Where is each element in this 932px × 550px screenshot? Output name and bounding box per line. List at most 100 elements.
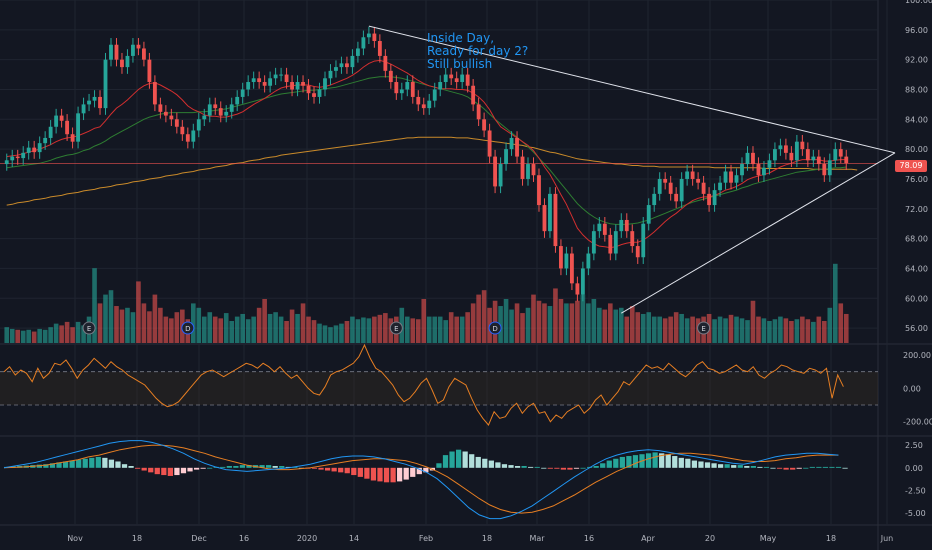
volume-bar: [608, 303, 613, 343]
x-tick-label: 16: [584, 534, 594, 543]
candle-body: [141, 48, 146, 60]
candle-body: [449, 74, 454, 79]
volume-bar: [536, 300, 542, 343]
volume-bar: [59, 325, 64, 343]
macd-histogram-bar: [102, 457, 108, 468]
volume-bar: [778, 316, 783, 343]
macd-histogram-bar: [148, 467, 154, 473]
macd-histogram-bar: [455, 449, 462, 468]
macd-histogram-bar: [403, 467, 409, 480]
candle-body: [476, 104, 481, 120]
candle-body: [312, 93, 316, 97]
volume-bar: [404, 316, 410, 343]
candle-body: [509, 137, 514, 150]
volume-bar: [53, 323, 59, 343]
volume-bar: [437, 316, 443, 343]
volume-bar: [410, 318, 416, 343]
annotation-line-1: Inside Day,: [427, 31, 495, 45]
macd-histogram-bar: [469, 454, 475, 468]
macd-histogram-bar: [89, 457, 95, 468]
candle-body: [504, 149, 508, 165]
macd-histogram-bar: [246, 465, 252, 468]
macd-histogram-bar: [324, 467, 331, 471]
y-tick-label: 56.00: [905, 324, 928, 333]
macd-histogram-bar: [357, 467, 363, 477]
volume-bar: [114, 306, 119, 343]
macd-histogram-bar: [318, 467, 324, 470]
volume-bar: [717, 316, 723, 343]
macd-tick-label: -5.00: [905, 509, 926, 518]
volume-bar: [70, 327, 75, 343]
macd-histogram-bar: [390, 467, 396, 483]
candle-body: [43, 137, 48, 144]
macd-histogram-bar: [285, 466, 291, 468]
candle-body: [32, 147, 37, 153]
candle-body: [526, 164, 530, 179]
cci-line: [3, 343, 844, 426]
macd-histogram-bar: [383, 467, 390, 483]
candle-body: [805, 149, 810, 161]
macd-histogram-bar: [790, 467, 796, 470]
macd-histogram-bar: [233, 466, 239, 468]
volume-bar: [520, 313, 525, 343]
macd-histogram-bar: [816, 466, 822, 468]
candle-body: [350, 55, 355, 68]
volume-bar: [201, 316, 207, 343]
candle-body: [54, 115, 59, 127]
volume-bar: [624, 316, 630, 343]
volume-bar: [832, 263, 838, 343]
chart-annotation[interactable]: Inside Day, Ready for day 2? Still bulli…: [427, 32, 528, 71]
macd-histogram-bar: [351, 467, 357, 476]
macd-histogram-bar: [731, 465, 737, 468]
annotation-line-2: Ready for day 2?: [427, 44, 529, 58]
trendline-support: [621, 152, 896, 314]
candle-body: [213, 104, 218, 109]
candle-body: [410, 82, 415, 97]
candle-body: [580, 268, 585, 295]
candle-body: [591, 231, 596, 254]
candle-body: [147, 59, 152, 83]
volume-bar: [591, 299, 597, 343]
candle-body: [48, 126, 53, 138]
volume-bar: [739, 318, 745, 343]
macd-histogram-bar: [397, 467, 403, 482]
volume-bar: [207, 312, 213, 343]
volume-bar: [476, 294, 481, 343]
candle-body: [668, 182, 673, 194]
candle-body: [163, 111, 168, 116]
candle-body: [240, 89, 245, 97]
volume-bar: [465, 312, 470, 343]
volume-bar: [454, 316, 459, 343]
volume-bar: [9, 328, 15, 343]
candle-body: [268, 78, 273, 86]
volume-bar: [509, 309, 514, 343]
macd-histogram-bar: [475, 456, 481, 468]
macd-histogram-bar: [580, 467, 586, 469]
candle-body: [15, 156, 20, 159]
volume-bar: [657, 316, 663, 343]
volume-bar: [728, 314, 734, 343]
candle-body: [383, 55, 388, 71]
candle-body: [685, 171, 690, 179]
volume-bar: [635, 312, 641, 343]
candle-body: [498, 164, 503, 187]
candle-body: [421, 104, 426, 109]
candle-body: [569, 253, 574, 284]
macd-histogram-bar: [442, 455, 449, 468]
volume-bar: [212, 316, 218, 343]
macd-histogram-bar: [685, 458, 691, 468]
x-tick-label: Mar: [529, 534, 545, 543]
volume-bar: [756, 316, 761, 343]
volume-bar: [673, 312, 679, 343]
volume-bar: [355, 319, 361, 343]
candle-body: [59, 115, 64, 121]
candle-body: [26, 147, 31, 153]
volume-bar: [750, 300, 756, 343]
candle-body: [531, 164, 536, 176]
volume-bar: [569, 303, 575, 343]
macd-histogram-bar: [292, 466, 298, 468]
candle-body: [366, 33, 371, 38]
candle-body: [712, 190, 717, 206]
macd-histogram-bar: [95, 456, 101, 468]
